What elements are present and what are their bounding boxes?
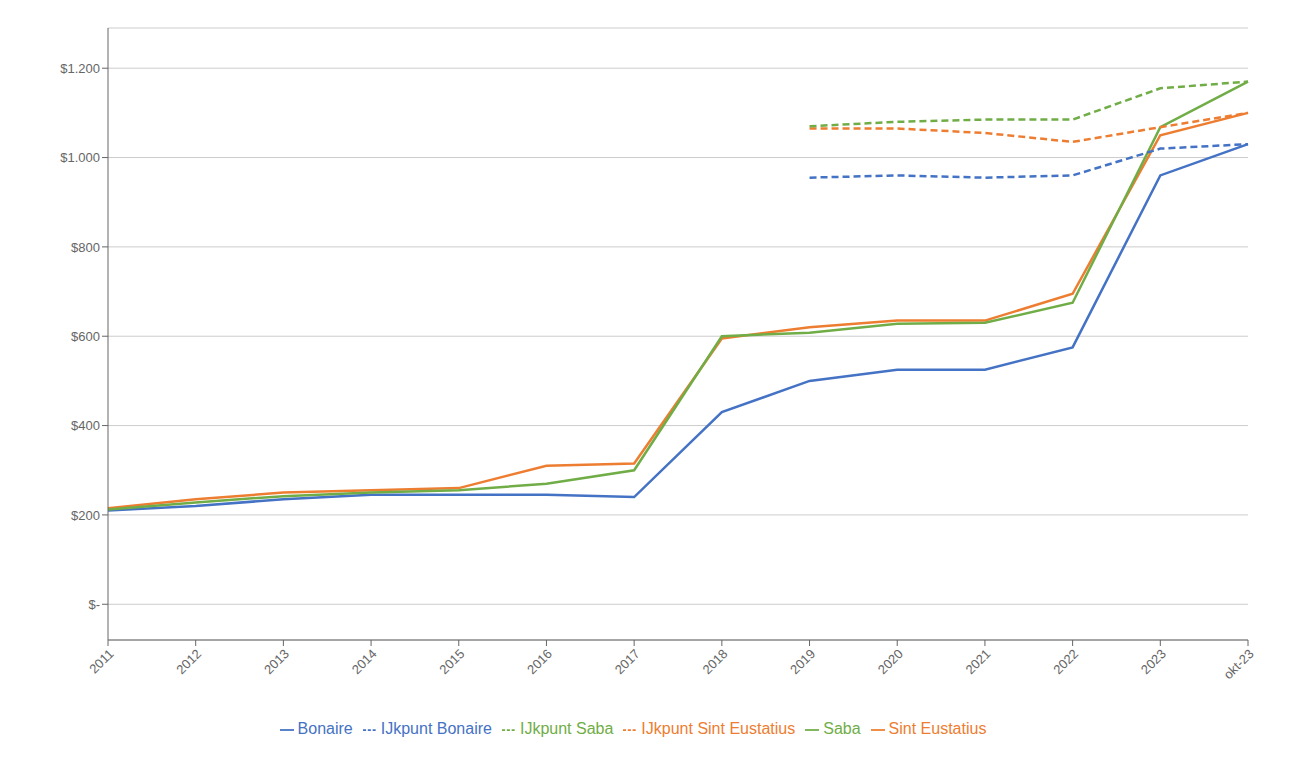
svg-text:$1.200: $1.200 — [60, 61, 100, 76]
svg-text:2016: 2016 — [524, 646, 555, 677]
svg-text:2021: 2021 — [963, 646, 994, 677]
html-text:IJkpunt Bonaire: IJkpunt Bonaire — [380, 720, 492, 737]
svg-text:2019: 2019 — [787, 646, 818, 677]
svg-text:2013: 2013 — [261, 646, 292, 677]
svg-text:$400: $400 — [71, 418, 100, 433]
html-text:IJkpunt Saba: IJkpunt Saba — [519, 720, 614, 737]
svg-text:2011: 2011 — [86, 646, 116, 676]
html-text:Bonaire: Bonaire — [297, 720, 353, 737]
svg-text:2015: 2015 — [436, 646, 467, 677]
svg-text:$600: $600 — [71, 329, 100, 344]
svg-text:2018: 2018 — [699, 646, 730, 677]
html-text:Sint Eustatius: Sint Eustatius — [888, 720, 987, 737]
svg-text:okt-23: okt-23 — [1220, 646, 1256, 682]
html-text:Saba: Saba — [823, 720, 861, 737]
svg-text:2020: 2020 — [875, 646, 906, 677]
svg-text:$-: $- — [88, 597, 100, 612]
svg-text:$800: $800 — [71, 240, 100, 255]
html-text:IJkpunt Sint Eustatius: IJkpunt Sint Eustatius — [641, 720, 796, 737]
svg-text:2022: 2022 — [1050, 646, 1081, 677]
svg-text:2023: 2023 — [1138, 646, 1169, 677]
svg-text:2017: 2017 — [612, 646, 643, 677]
svg-text:2012: 2012 — [173, 646, 204, 677]
svg-text:$1.000: $1.000 — [60, 150, 100, 165]
svg-text:2014: 2014 — [349, 646, 380, 677]
svg-text:$200: $200 — [71, 508, 100, 523]
